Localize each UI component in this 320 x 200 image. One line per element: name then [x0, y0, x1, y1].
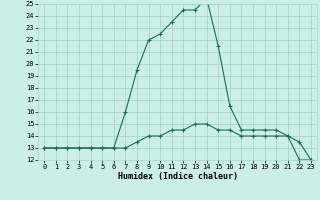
X-axis label: Humidex (Indice chaleur): Humidex (Indice chaleur): [118, 172, 238, 181]
